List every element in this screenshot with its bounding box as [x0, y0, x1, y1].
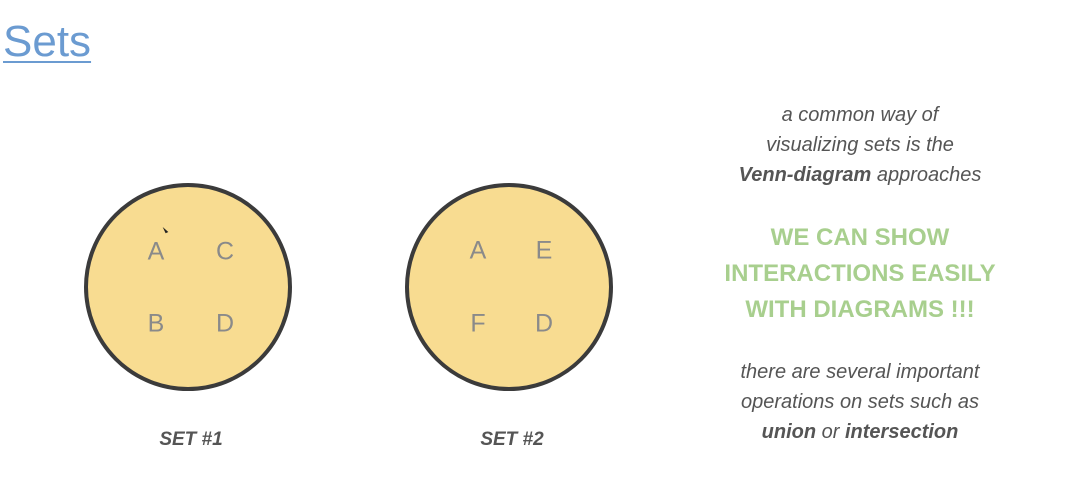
- union-term: union: [761, 421, 817, 443]
- intro-line-3: Venn-diagram approaches: [700, 160, 1020, 190]
- operations-text: there are several important operations o…: [700, 357, 1020, 447]
- intro-line-1: a common way of: [781, 104, 939, 126]
- ops-line-1: there are several important: [740, 361, 980, 383]
- set-1-element: D: [215, 309, 235, 338]
- highlight-line-1: WE CAN SHOW: [770, 224, 950, 251]
- set-2-element: E: [535, 236, 553, 265]
- intersection-term: intersection: [844, 421, 959, 443]
- set-1-circle: [84, 183, 292, 391]
- ops-line-3: union or intersection: [700, 417, 1020, 447]
- highlight-line-3: WITH DIAGRAMS !!!: [745, 296, 975, 323]
- ops-or: or: [816, 421, 845, 443]
- set-2-circle: [405, 183, 613, 391]
- highlight-line-2: INTERACTIONS EASILY: [724, 260, 996, 287]
- intro-text: a common way of visualizing sets is the …: [700, 100, 1020, 190]
- set-1-element: C: [215, 237, 235, 266]
- set-2-element: D: [534, 309, 554, 338]
- set-1-element: B: [147, 309, 165, 338]
- ops-line-2: operations on sets such as: [741, 391, 979, 413]
- set-1-label: SET #1: [159, 429, 223, 450]
- set-2-element: A: [469, 236, 487, 265]
- intro-line-2: visualizing sets is the: [766, 134, 954, 156]
- set-2-element: F: [470, 309, 486, 338]
- intro-line-3-rest: approaches: [871, 164, 982, 186]
- set-1-element: A: [147, 237, 165, 266]
- slide-title[interactable]: Sets: [3, 17, 92, 66]
- highlight-text: WE CAN SHOW INTERACTIONS EASILY WITH DIA…: [700, 220, 1020, 328]
- venn-diagram-term: Venn-diagram: [738, 164, 872, 186]
- set-2-label: SET #2: [480, 429, 544, 450]
